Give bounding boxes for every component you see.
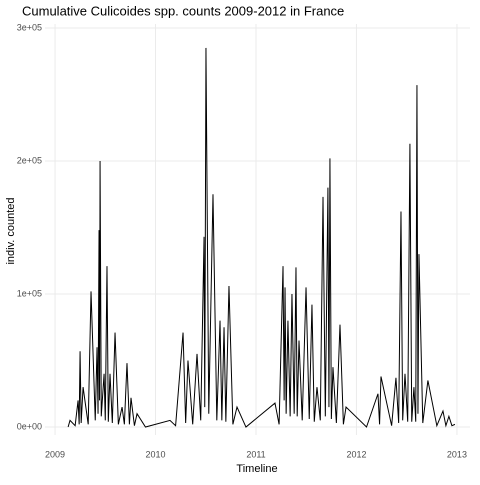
y-tick-label: 1e+05 xyxy=(17,288,42,298)
x-tick-label: 2011 xyxy=(246,449,265,459)
x-tick-label: 2009 xyxy=(45,449,65,459)
x-tick-label: 2013 xyxy=(447,449,467,459)
x-tick-label: 2012 xyxy=(346,449,366,459)
x-tick-label: 2010 xyxy=(146,449,166,459)
y-tick-label: 2e+05 xyxy=(17,155,42,165)
y-tick-label: 0e+00 xyxy=(17,421,42,431)
y-axis-title: indiv. counted xyxy=(5,197,17,264)
x-axis-title: Timeline xyxy=(236,463,277,475)
data-line xyxy=(67,47,456,428)
y-tick-label: 3e+05 xyxy=(17,22,42,32)
chart-title: Cumulative Culicoides spp. counts 2009-2… xyxy=(22,3,344,18)
